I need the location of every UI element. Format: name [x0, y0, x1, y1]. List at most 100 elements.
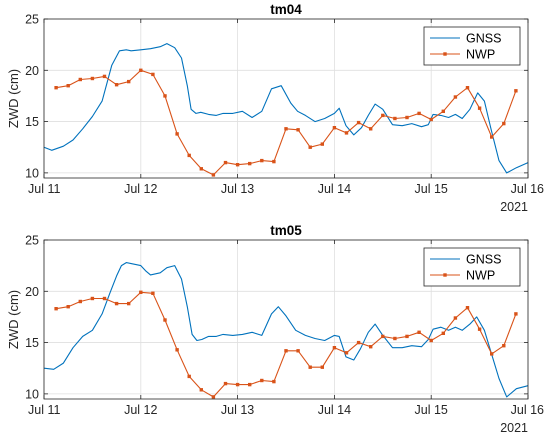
chart-panel-tm05: Jul 11 Jul 12 Jul 13 Jul 14 Jul 15 Jul 16 10 15…	[6, 223, 544, 435]
data-point-nwp	[344, 351, 349, 355]
y-tick-label: 25	[25, 234, 39, 248]
data-point-nwp	[308, 365, 312, 369]
x-tick-label: Jul 11	[28, 403, 60, 417]
data-point-nwp	[139, 290, 143, 294]
y-tick-label: 20	[25, 285, 39, 299]
data-point-nwp	[187, 374, 191, 379]
x-tick-label: Jul 13	[221, 182, 254, 196]
data-point-nwp	[102, 296, 107, 301]
chart-title: tm04	[270, 2, 302, 17]
data-point-nwp	[127, 301, 131, 306]
x-tick-label: Jul 15	[415, 182, 448, 196]
x-tick-label: Jul 14	[318, 182, 351, 196]
y-tick-label: 15	[25, 336, 39, 350]
data-point-nwp	[453, 316, 458, 320]
legend-marker-nwp	[443, 52, 447, 56]
x-tick-label: Jul 16	[511, 403, 544, 417]
data-point-nwp	[381, 334, 385, 339]
chart-title: tm05	[270, 223, 302, 238]
data-point-nwp	[66, 84, 70, 88]
data-point-nwp	[393, 336, 397, 341]
data-point-nwp	[356, 120, 361, 125]
data-point-nwp	[260, 378, 264, 383]
x-tick-label: Jul 15	[415, 403, 448, 417]
x-tick-label: Jul 12	[124, 182, 157, 196]
data-point-nwp	[296, 128, 300, 132]
y-axis-label: ZWD (cm)	[6, 290, 21, 349]
x-tick-label: Jul 12	[124, 403, 157, 417]
data-point-nwp	[441, 331, 445, 335]
data-point-nwp	[320, 142, 324, 146]
data-point-nwp	[393, 116, 397, 121]
data-point-nwp	[369, 127, 373, 131]
legend-label-gnss: GNSS	[466, 253, 501, 267]
y-tick-label: 20	[25, 64, 39, 78]
data-point-nwp	[441, 109, 445, 113]
y-axis-label: ZWD (cm)	[6, 69, 21, 128]
data-point-nwp	[344, 131, 349, 135]
data-point-nwp	[417, 330, 421, 334]
data-point-nwp	[163, 318, 167, 322]
data-point-nwp	[502, 121, 506, 126]
x-tick-label: Jul 11	[28, 182, 60, 196]
data-point-nwp	[223, 381, 228, 386]
data-point-nwp	[502, 344, 506, 348]
data-point-nwp	[465, 86, 470, 90]
data-point-nwp	[308, 145, 312, 149]
data-point-nwp	[163, 94, 167, 98]
data-point-nwp	[248, 382, 252, 387]
axes-box	[43, 239, 529, 400]
data-point-nwp	[514, 312, 518, 316]
data-point-nwp	[465, 306, 470, 310]
data-point-nwp	[477, 327, 482, 331]
x-tick-label: Jul 13	[221, 403, 254, 417]
data-point-nwp	[405, 115, 409, 120]
data-point-nwp	[429, 117, 433, 122]
legend-label-gnss: GNSS	[466, 32, 501, 46]
data-point-nwp	[284, 349, 288, 353]
data-point-nwp	[90, 76, 95, 81]
legend-label-nwp: NWP	[466, 269, 495, 283]
data-point-nwp	[429, 338, 433, 343]
data-point-nwp	[405, 334, 409, 339]
axes-box	[43, 18, 529, 179]
data-point-nwp	[332, 126, 337, 130]
data-point-nwp	[417, 111, 421, 116]
data-point-nwp	[78, 299, 82, 304]
y-tick-label: 25	[25, 13, 39, 27]
data-point-nwp	[199, 167, 203, 171]
data-point-nwp	[248, 161, 252, 166]
data-point-nwp	[260, 158, 264, 163]
data-point-nwp	[211, 173, 216, 177]
data-point-nwp	[477, 106, 482, 110]
data-point-nwp	[175, 132, 179, 136]
chart-panel-tm04: Jul 11 Jul 12 Jul 13 Jul 14 Jul 15 Jul 16 10 15…	[6, 2, 544, 214]
data-point-nwp	[78, 77, 82, 82]
legend-box	[423, 26, 521, 66]
data-point-nwp	[151, 291, 155, 295]
data-point-nwp	[187, 153, 191, 158]
legend-box	[423, 247, 521, 287]
data-point-nwp	[139, 68, 143, 72]
x-tick-label: Jul 14	[318, 403, 351, 417]
data-point-nwp	[320, 365, 324, 369]
data-point-nwp	[211, 395, 216, 399]
data-point-nwp	[272, 379, 276, 384]
x-tick-label: Jul 16	[511, 182, 544, 196]
data-point-nwp	[114, 83, 119, 87]
data-point-nwp	[381, 113, 385, 118]
data-point-nwp	[490, 352, 494, 356]
data-point-nwp	[199, 388, 203, 392]
legend-marker-nwp	[443, 273, 447, 277]
data-point-nwp	[332, 346, 337, 350]
year-label: 2021	[500, 421, 528, 435]
data-point-nwp	[54, 307, 58, 311]
data-point-nwp	[356, 340, 361, 345]
legend: GNSS NWP	[423, 26, 521, 66]
y-tick-label: 10	[25, 166, 39, 180]
legend: GNSS NWP	[423, 247, 521, 287]
data-point-nwp	[235, 163, 240, 167]
series-line-gnss	[43, 43, 529, 174]
data-point-nwp	[54, 86, 58, 90]
